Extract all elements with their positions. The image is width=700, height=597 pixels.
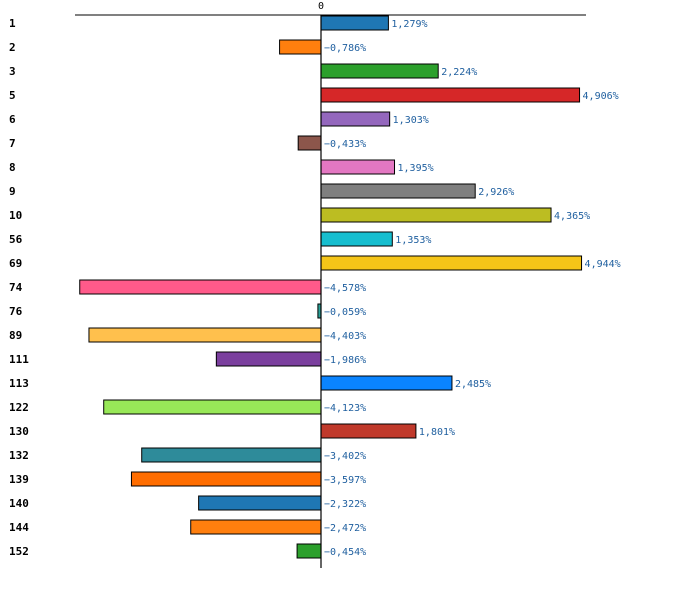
category-label: 9: [9, 185, 16, 198]
bar: [320, 231, 393, 247]
category-label: 6: [9, 113, 16, 126]
category-label: 2: [9, 41, 16, 54]
category-label: 56: [9, 233, 23, 246]
value-label: −0,433%: [324, 139, 366, 150]
bar: [320, 87, 581, 103]
value-label: 2,926%: [478, 187, 514, 198]
value-label: 2,485%: [455, 379, 491, 390]
value-label: −4,123%: [324, 403, 366, 414]
category-label: 113: [9, 377, 29, 390]
value-label: 1,279%: [391, 19, 427, 30]
bar: [79, 279, 322, 295]
bar: [320, 159, 396, 175]
value-label: −0,059%: [324, 307, 366, 318]
category-label: 132: [9, 449, 29, 462]
category-label: 152: [9, 545, 29, 558]
category-label: 89: [9, 329, 22, 342]
value-label: 1,303%: [393, 115, 429, 126]
category-label: 76: [9, 305, 23, 318]
bar: [320, 207, 552, 223]
bar: [215, 351, 322, 367]
value-label: 1,801%: [419, 427, 455, 438]
category-label: 10: [9, 209, 22, 222]
category-label: 7: [9, 137, 16, 150]
value-label: 4,365%: [554, 211, 590, 222]
bar: [130, 471, 322, 487]
value-label: 4,944%: [585, 259, 621, 270]
value-label: 1,353%: [395, 235, 431, 246]
value-label: 1,395%: [398, 163, 434, 174]
x-tick-label-0: 0: [318, 1, 324, 12]
category-label: 3: [9, 65, 16, 78]
category-label: 122: [9, 401, 29, 414]
value-label: −4,403%: [324, 331, 366, 342]
value-label: −0,786%: [324, 43, 366, 54]
bar: [198, 495, 322, 511]
value-label: −3,402%: [324, 451, 366, 462]
category-label: 5: [9, 89, 16, 102]
value-label: −4,578%: [324, 283, 366, 294]
value-label: −1,986%: [324, 355, 366, 366]
bar: [320, 255, 583, 271]
bar: [190, 519, 322, 535]
bar: [296, 543, 322, 559]
bar: [320, 63, 439, 79]
value-label: −0,454%: [324, 547, 366, 558]
category-label: 111: [9, 353, 29, 366]
bar: [320, 15, 389, 31]
bar: [88, 327, 322, 343]
bar: [279, 39, 322, 55]
category-label: 69: [9, 257, 22, 270]
bar: [297, 135, 322, 151]
bar: [320, 375, 453, 391]
category-label: 139: [9, 473, 29, 486]
value-label: −2,472%: [324, 523, 366, 534]
bar: [320, 423, 417, 439]
category-label: 74: [9, 281, 23, 294]
category-label: 140: [9, 497, 29, 510]
value-label: 2,224%: [441, 67, 477, 78]
category-label: 1: [9, 17, 16, 30]
category-label: 144: [9, 521, 29, 534]
bar: [320, 111, 391, 127]
value-label: −2,322%: [324, 499, 366, 510]
category-label: 8: [9, 161, 16, 174]
bar: [141, 447, 322, 463]
category-label: 130: [9, 425, 29, 438]
bar: [320, 183, 476, 199]
value-label: 4,906%: [583, 91, 619, 102]
value-label: −3,597%: [324, 475, 366, 486]
bar: [103, 399, 322, 415]
